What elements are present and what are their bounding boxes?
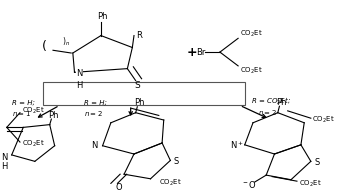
Text: CO$_2$Et: CO$_2$Et bbox=[159, 178, 182, 189]
Text: Ph: Ph bbox=[48, 111, 59, 120]
Text: S: S bbox=[174, 157, 179, 166]
Text: $n = 2$: $n = 2$ bbox=[84, 109, 103, 118]
Text: CO$_2$Et: CO$_2$Et bbox=[22, 106, 45, 116]
Text: CO$_2$Et: CO$_2$Et bbox=[240, 65, 262, 76]
Text: CO$_2$Et: CO$_2$Et bbox=[312, 115, 335, 125]
Text: N: N bbox=[76, 69, 83, 78]
Text: H: H bbox=[76, 81, 83, 90]
Text: R: R bbox=[136, 31, 142, 40]
Text: CO$_2$Et: CO$_2$Et bbox=[299, 179, 322, 189]
Text: O: O bbox=[116, 183, 122, 192]
Bar bbox=[43, 82, 245, 105]
Text: R = H;: R = H; bbox=[84, 100, 107, 106]
Text: Ph: Ph bbox=[97, 12, 108, 21]
Text: R = CO$_2$Et;: R = CO$_2$Et; bbox=[251, 96, 291, 107]
Text: N: N bbox=[91, 141, 98, 150]
Text: S: S bbox=[134, 81, 140, 90]
Text: +: + bbox=[187, 46, 197, 59]
Text: S: S bbox=[314, 158, 319, 167]
Text: N: N bbox=[1, 153, 7, 162]
Text: CO$_2$Et: CO$_2$Et bbox=[240, 29, 262, 39]
Text: (: ( bbox=[42, 40, 47, 53]
Text: $^-$O: $^-$O bbox=[241, 179, 257, 190]
Text: N$^+$: N$^+$ bbox=[230, 139, 243, 151]
Text: Ph: Ph bbox=[134, 98, 144, 107]
Text: Br: Br bbox=[196, 48, 205, 57]
Text: CO$_2$Et: CO$_2$Et bbox=[22, 139, 45, 149]
Text: H: H bbox=[1, 162, 7, 171]
Text: $n = 2$: $n = 2$ bbox=[258, 108, 277, 117]
Text: )$_n$: )$_n$ bbox=[62, 36, 70, 48]
Text: R = H;: R = H; bbox=[12, 100, 35, 106]
Text: $n = 1$: $n = 1$ bbox=[12, 109, 31, 118]
Text: Ph: Ph bbox=[276, 98, 287, 107]
